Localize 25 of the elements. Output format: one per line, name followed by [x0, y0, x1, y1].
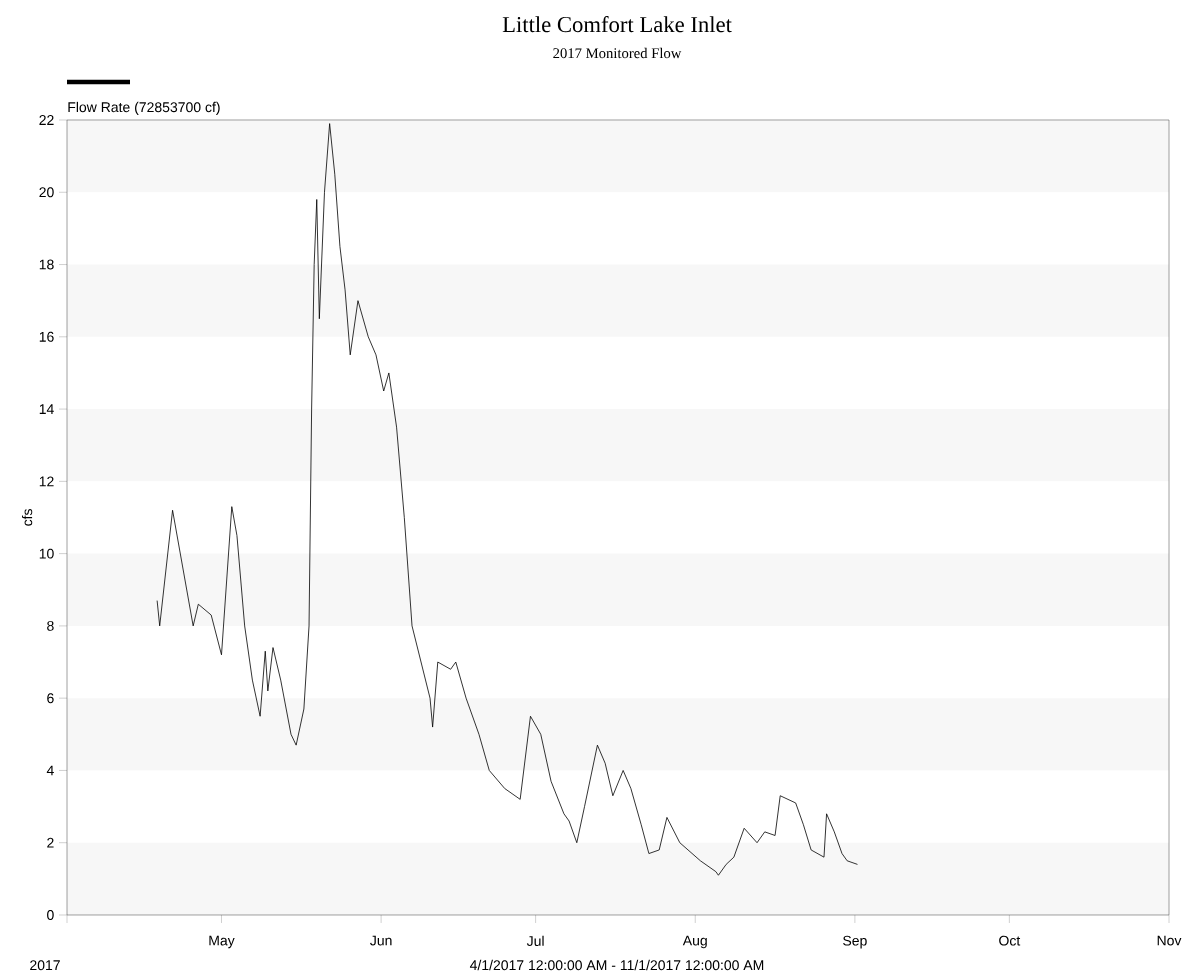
y-tick-label: 10	[39, 548, 54, 559]
y-tick-label: 14	[39, 404, 54, 414]
x-tick-label: Nov	[1157, 935, 1182, 946]
y-axis-title: cfs	[21, 509, 33, 526]
text: Flow Rate (72853700 cf)	[68, 101, 220, 115]
y-tick-label: 2	[47, 837, 54, 848]
y-tick-label: 4	[46, 765, 54, 776]
x-tick-label: Aug	[682, 935, 707, 949]
text: 2017	[30, 960, 60, 971]
x-tick-label: Oct	[999, 935, 1021, 946]
chart-subtitle: 2017 Monitored Flow	[553, 47, 682, 59]
x-tick-label: Jul	[526, 935, 544, 946]
y-tick-label: 6	[47, 693, 54, 704]
x-tick-label: May	[209, 935, 235, 949]
text: 4/1/2017 12:00:00 AM - 11/1/2017 12:00:00 AM	[469, 959, 764, 971]
y-tick-label: 22	[39, 115, 54, 125]
x-tick-label: Jun	[370, 935, 392, 946]
y-tick-label: 12	[39, 476, 54, 487]
y-tick-label: 18	[39, 259, 54, 270]
y-tick-label: 20	[39, 187, 54, 198]
y-tick-label: 16	[39, 331, 54, 342]
y-tick-label: 8	[47, 620, 54, 631]
chart-title: Little Comfort Lake Inlet	[502, 16, 732, 33]
x-tick-label: Sep	[843, 935, 867, 949]
y-tick-label: 0	[47, 910, 54, 920]
